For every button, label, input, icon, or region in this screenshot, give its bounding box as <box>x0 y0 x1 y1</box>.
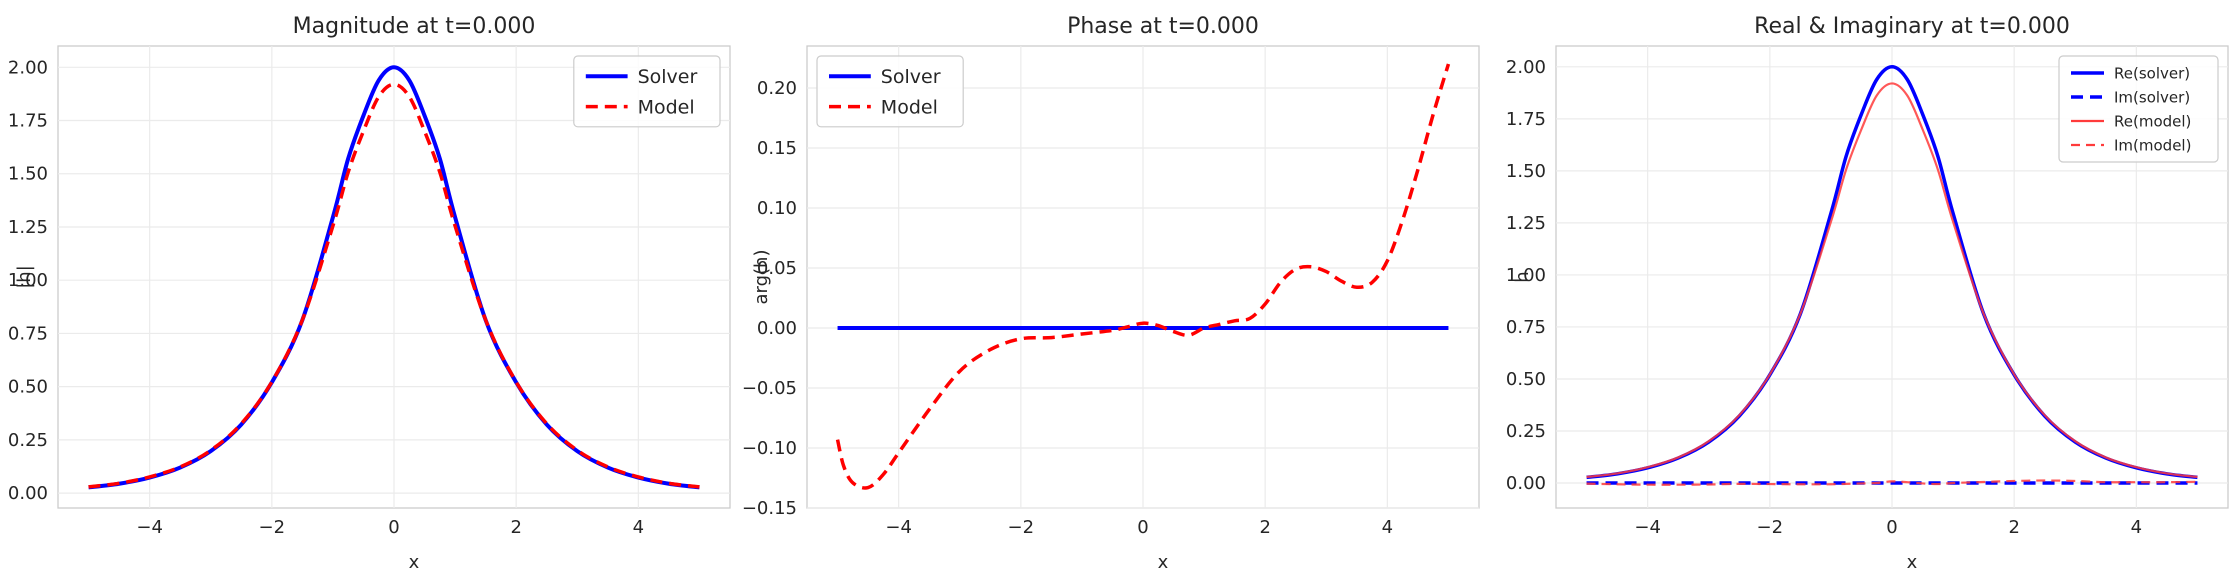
x-tick-label: −4 <box>885 517 912 538</box>
panel-title: Real & Imaginary at t=0.000 <box>1754 14 2070 39</box>
legend-label: Model <box>881 96 938 118</box>
x-tick-label: 0 <box>1137 517 1148 538</box>
x-tick-label: 0 <box>1886 517 1897 538</box>
y-tick-label: 1.25 <box>8 217 48 238</box>
y-axis-label: arg(h) <box>751 250 772 305</box>
legend-label: Solver <box>638 66 698 88</box>
x-tick-label: −4 <box>1634 517 1661 538</box>
legend-label: Solver <box>881 66 941 88</box>
y-tick-label: 0.15 <box>757 138 797 159</box>
y-tick-label: 2.00 <box>1506 57 1546 78</box>
y-tick-label: −0.10 <box>742 438 797 459</box>
x-tick-label: −2 <box>1008 517 1035 538</box>
legend-label: Re(model) <box>2114 112 2191 130</box>
legend-box <box>816 55 964 128</box>
series-line-im-model <box>1586 479 2198 486</box>
x-tick-label: −2 <box>259 517 286 538</box>
y-ticks: 0.00 0.25 0.50 0.75 1.00 1.25 1.50 1.75 2.00 <box>8 57 48 504</box>
y-tick-label: 1.50 <box>8 164 48 185</box>
y-tick-label: 1.00 <box>8 270 48 291</box>
legend-label: Model <box>638 96 695 118</box>
panel-phase: Phase at t=0.000 −0.15 −0.10 −0.05 0.00 0.05… <box>742 14 1480 573</box>
panel-magnitude: Magnitude at t=0.000 0.00 0.25 0.50 0.75 1.0… <box>8 14 731 573</box>
x-tick-label: −4 <box>136 517 163 538</box>
y-tick-label: −0.05 <box>742 378 797 399</box>
x-tick-label: 2 <box>2008 517 2019 538</box>
y-axis-label: |h| <box>14 265 35 289</box>
x-ticks: −4 −2 0 2 4 <box>885 517 1393 538</box>
y-ticks: −0.15 −0.10 −0.05 0.00 0.05 0.10 0.15 0.20 <box>742 78 797 519</box>
legend: Re(solver) Im(solver) Re(model) Im(model) <box>2058 55 2219 163</box>
y-ticks: 0.00 0.25 0.50 0.75 1.00 1.25 1.50 1.75 2.00 <box>1506 57 1546 494</box>
y-tick-label: 0.10 <box>757 198 797 219</box>
y-tick-label: 1.75 <box>8 111 48 132</box>
series-line-re-model <box>1586 82 2198 479</box>
x-tick-label: 4 <box>1382 517 1393 538</box>
y-tick-label: 1.75 <box>1506 109 1546 130</box>
y-tick-label: 0.00 <box>1506 473 1546 494</box>
panel-title: Phase at t=0.000 <box>1067 14 1259 39</box>
legend-label: Im(solver) <box>2114 88 2190 106</box>
legend: Solver Model <box>573 55 721 128</box>
legend-label: Im(model) <box>2114 136 2191 154</box>
y-tick-label: 0.25 <box>1506 421 1546 442</box>
y-tick-label: 1.25 <box>1506 213 1546 234</box>
y-tick-label: 0.75 <box>8 323 48 344</box>
x-ticks: −4 −2 0 2 4 <box>1634 517 2142 538</box>
legend-box <box>2058 55 2219 163</box>
panel-real-imaginary: Real & Imaginary at t=0.000 0.00 0.25 0.50… <box>1506 14 2229 573</box>
y-tick-label: 0.05 <box>757 258 797 279</box>
series-line-solver <box>88 65 700 490</box>
x-tick-label: 4 <box>2131 517 2142 538</box>
series-lines <box>88 65 700 490</box>
y-tick-label: 1.50 <box>1506 161 1546 182</box>
grid-lines <box>58 46 730 508</box>
x-tick-label: 0 <box>388 517 399 538</box>
x-axis-label: x <box>1158 552 1169 573</box>
series-lines <box>835 63 1451 490</box>
y-tick-label: 2.00 <box>8 57 48 78</box>
series-lines <box>1586 65 2198 486</box>
y-tick-label: 0.25 <box>8 430 48 451</box>
x-axis-label: x <box>1907 552 1918 573</box>
y-tick-label: −0.15 <box>742 498 797 519</box>
legend-box <box>573 55 721 128</box>
legend: Solver Model <box>816 55 964 128</box>
x-tick-label: 2 <box>1259 517 1270 538</box>
y-tick-label: 0.50 <box>1506 369 1546 390</box>
y-axis-label: h <box>1512 271 1533 282</box>
x-tick-label: 4 <box>633 517 644 538</box>
legend-label: Re(solver) <box>2114 64 2190 82</box>
y-tick-label: 0.20 <box>757 78 797 99</box>
y-tick-label: 0.00 <box>757 318 797 339</box>
x-tick-label: 2 <box>510 517 521 538</box>
y-tick-label: 0.50 <box>8 377 48 398</box>
y-tick-label: 1.00 <box>1506 265 1546 286</box>
x-ticks: −4 −2 0 2 4 <box>136 517 644 538</box>
panel-title: Magnitude at t=0.000 <box>293 14 536 39</box>
y-tick-label: 0.00 <box>8 483 48 504</box>
y-tick-label: 0.75 <box>1506 317 1546 338</box>
x-axis-label: x <box>409 552 420 573</box>
series-line-model <box>835 63 1451 490</box>
x-tick-label: −2 <box>1757 517 1784 538</box>
